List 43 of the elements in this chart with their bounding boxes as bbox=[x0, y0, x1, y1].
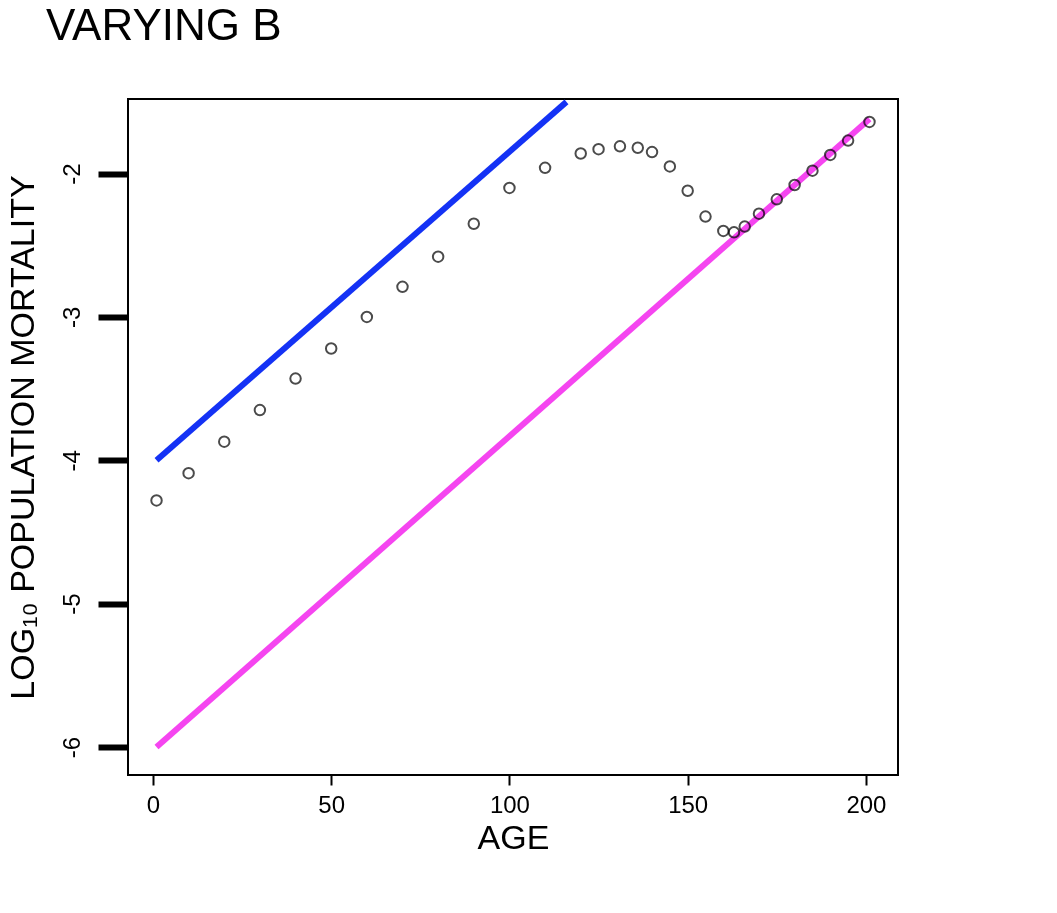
x-tick-label: 50 bbox=[318, 790, 346, 818]
x-tick-label: 200 bbox=[846, 790, 887, 818]
point bbox=[841, 134, 855, 147]
point bbox=[863, 115, 876, 129]
point bbox=[574, 147, 587, 160]
point bbox=[631, 141, 645, 154]
point bbox=[467, 217, 481, 230]
point bbox=[182, 466, 195, 480]
point bbox=[681, 184, 694, 197]
point bbox=[824, 148, 837, 162]
y-tick-label: -2 bbox=[57, 163, 85, 185]
x-tick-label: 150 bbox=[668, 790, 709, 818]
y-tick-label: -5 bbox=[57, 593, 85, 615]
y-tick-label: -4 bbox=[57, 450, 85, 472]
point bbox=[699, 210, 712, 223]
point bbox=[253, 403, 267, 417]
point bbox=[806, 164, 819, 177]
point bbox=[289, 372, 302, 385]
point bbox=[360, 310, 374, 324]
y-tick-label: -3 bbox=[57, 306, 85, 329]
point bbox=[613, 140, 627, 153]
point bbox=[503, 181, 516, 195]
point bbox=[538, 161, 552, 175]
point bbox=[770, 193, 784, 206]
point bbox=[324, 342, 338, 355]
point bbox=[727, 226, 741, 239]
point bbox=[663, 160, 677, 173]
point bbox=[717, 224, 730, 238]
point bbox=[752, 207, 766, 220]
y-axis-title: LOG₁₀ POPULATION MORTALITY bbox=[2, 175, 41, 700]
point bbox=[788, 178, 801, 192]
point bbox=[645, 145, 659, 159]
point bbox=[431, 250, 445, 263]
y-tick-label: -6 bbox=[57, 736, 85, 759]
chart-title: VARYING B bbox=[46, 0, 282, 49]
x-axis-title: AGE bbox=[477, 817, 550, 856]
point bbox=[738, 220, 751, 233]
point bbox=[218, 435, 231, 448]
point bbox=[396, 280, 409, 294]
point bbox=[592, 142, 605, 156]
x-tick-label: 100 bbox=[489, 790, 530, 818]
x-tick-label: 0 bbox=[146, 790, 161, 818]
point bbox=[150, 494, 163, 507]
